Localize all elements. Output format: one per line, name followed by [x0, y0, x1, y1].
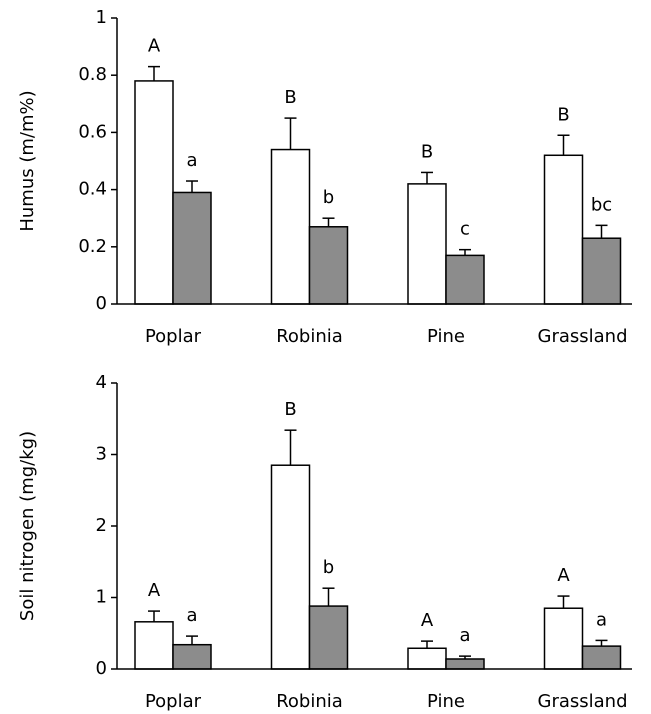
significance-letter: a	[596, 609, 607, 630]
significance-letter: bc	[591, 194, 612, 215]
y-tick-label: 0	[96, 293, 107, 314]
y-tick-label: 3	[96, 444, 107, 465]
x-tick-label: Robinia	[276, 691, 343, 712]
bar	[134, 621, 174, 670]
y-tick-label: 0.6	[78, 121, 107, 142]
significance-letter: B	[421, 141, 433, 162]
bar	[407, 647, 447, 670]
bar	[134, 80, 174, 305]
bar	[172, 191, 212, 305]
bar	[172, 643, 212, 670]
significance-letter: b	[323, 187, 334, 208]
y-tick-label: 2	[96, 515, 107, 536]
x-tick-label: Grassland	[538, 326, 628, 347]
y-axis-label: Humus (m/m%)	[17, 90, 38, 231]
y-tick-label: 1	[96, 587, 107, 608]
y-tick-label: 1	[96, 7, 107, 28]
x-tick-label: Poplar	[145, 691, 202, 712]
x-tick-label: Pine	[427, 326, 465, 347]
significance-letter: c	[460, 219, 470, 240]
significance-letter: a	[186, 150, 197, 171]
significance-letter: b	[323, 557, 334, 578]
bar	[543, 154, 584, 305]
bar	[445, 658, 485, 670]
significance-letter: A	[148, 36, 161, 57]
significance-letter: A	[148, 580, 161, 601]
y-tick-label: 0.2	[78, 236, 107, 257]
bar	[407, 183, 447, 305]
bar	[308, 605, 349, 670]
y-tick-label: 4	[96, 372, 107, 393]
y-axis-label: Soil nitrogen (mg/kg)	[17, 431, 38, 621]
x-tick-label: Poplar	[145, 326, 202, 347]
bar	[445, 254, 485, 305]
significance-letter: B	[557, 104, 569, 125]
significance-letter: a	[459, 625, 470, 646]
significance-letter: B	[284, 87, 296, 108]
significance-letter: A	[421, 610, 434, 631]
y-tick-label: 0.4	[78, 179, 107, 200]
x-tick-label: Grassland	[538, 691, 628, 712]
bar	[308, 226, 349, 305]
bar	[581, 237, 622, 305]
bar	[270, 464, 311, 670]
significance-letter: a	[186, 605, 197, 626]
y-tick-label: 0	[96, 658, 107, 679]
bar	[581, 645, 622, 670]
bar	[543, 607, 584, 670]
bar	[270, 148, 311, 305]
significance-letter: A	[557, 565, 570, 586]
x-tick-label: Robinia	[276, 326, 343, 347]
y-tick-label: 0.8	[78, 64, 107, 85]
significance-letter: B	[284, 399, 296, 420]
x-tick-label: Pine	[427, 691, 465, 712]
